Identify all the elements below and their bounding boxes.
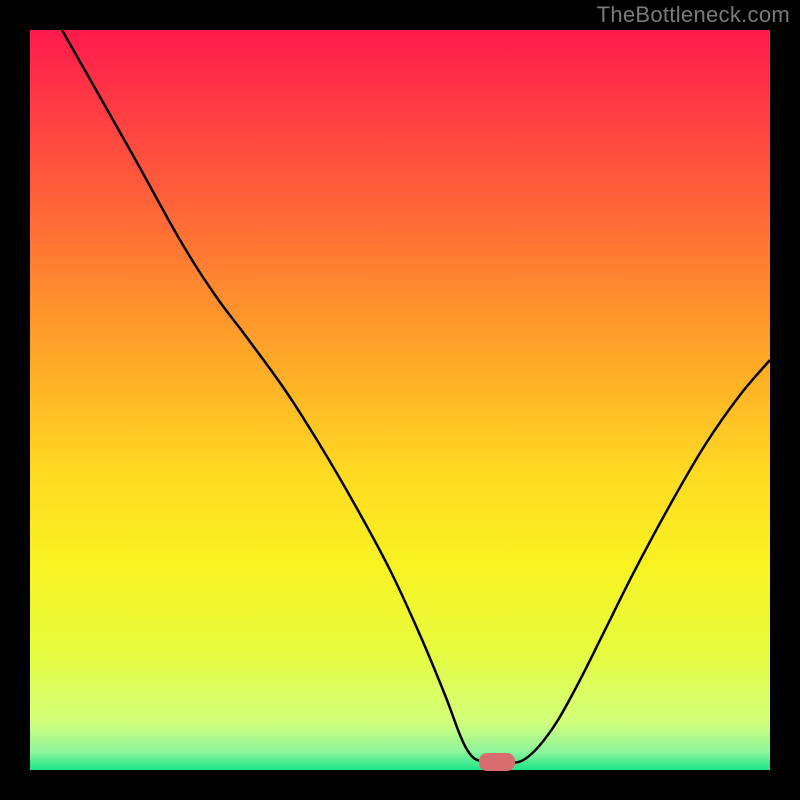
optimal-point-marker bbox=[479, 753, 515, 771]
chart-svg bbox=[0, 0, 800, 800]
bottleneck-chart: TheBottleneck.com bbox=[0, 0, 800, 800]
plot-area bbox=[30, 30, 770, 770]
